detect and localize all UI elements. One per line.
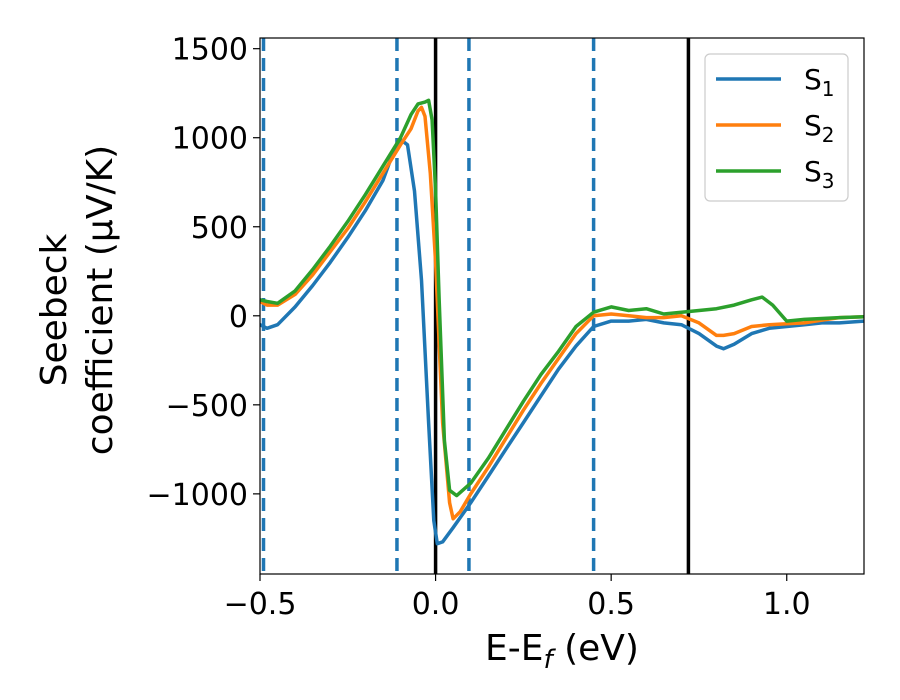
- legend-box: [704, 53, 849, 202]
- series-line-S1: [260, 137, 864, 546]
- y-axis: 1500 1000 500 0 −500 −1000: [147, 33, 260, 513]
- x-tick-label: 1.0: [763, 587, 811, 622]
- x-axis-label: E-Ef (eV): [485, 628, 639, 675]
- y-tick-label: −1000: [147, 478, 248, 513]
- y-axis-label-line2: coefficient (μV/K): [80, 145, 121, 455]
- y-tick-label: 1500: [172, 33, 248, 68]
- plot-frame: [259, 37, 865, 575]
- y-tick-label: −500: [166, 389, 248, 424]
- legend-label-S1: S1: [804, 63, 835, 101]
- series-layer: [260, 98, 864, 546]
- y-tick-label: 0: [229, 300, 248, 335]
- legend: S1 S2 S3: [704, 53, 849, 202]
- x-axis: −0.5 0.0 0.5 1.0: [224, 574, 811, 622]
- x-tick-label: 0.0: [412, 587, 460, 622]
- x-tick-label: −0.5: [224, 587, 297, 622]
- legend-label-S3: S3: [804, 155, 835, 193]
- reference-lines: [261, 38, 691, 574]
- y-tick-label: 500: [191, 211, 248, 246]
- x-tick-label: 0.5: [587, 587, 635, 622]
- y-axis-label-line1: Seebeck: [34, 233, 75, 386]
- series-line-S2: [260, 105, 864, 521]
- y-tick-label: 1000: [172, 122, 248, 157]
- series-line-S3: [260, 98, 864, 498]
- legend-label-S2: S2: [804, 109, 835, 147]
